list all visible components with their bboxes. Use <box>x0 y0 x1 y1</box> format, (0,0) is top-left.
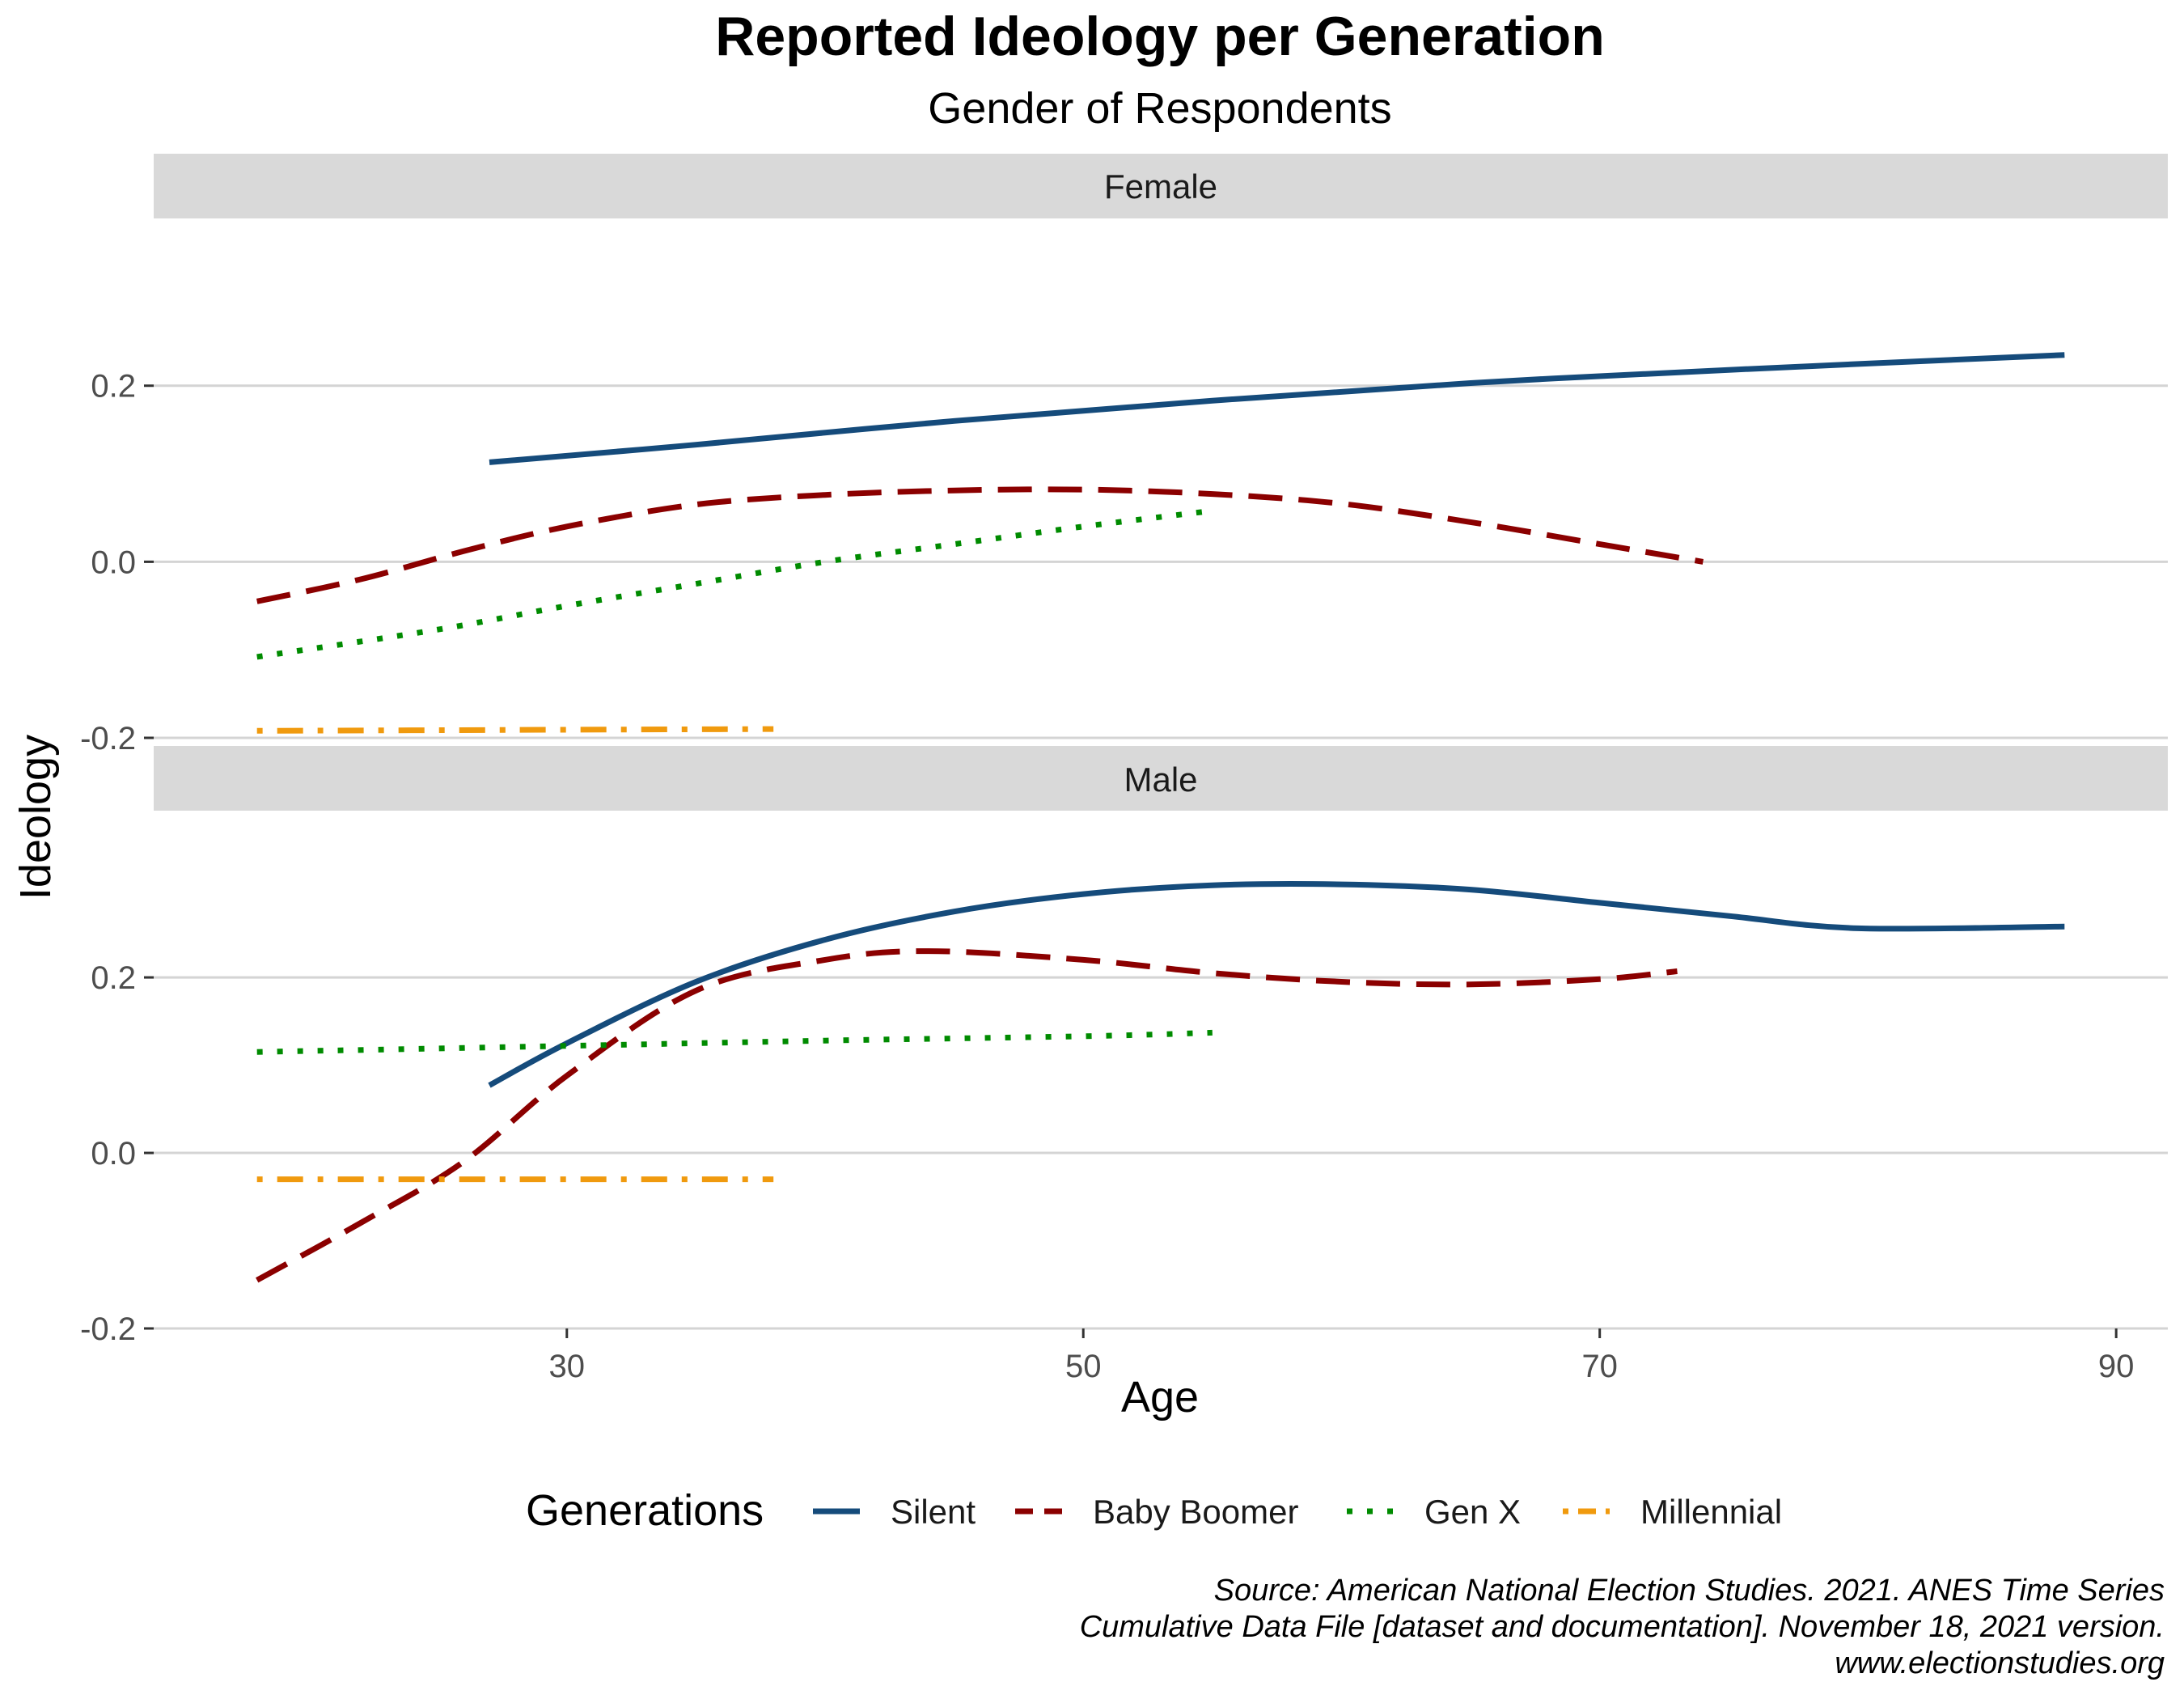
y-axis-title: Ideology <box>11 735 60 900</box>
y-axis-male: 0.2 0.0 -0.2 <box>80 960 154 1347</box>
strip-female <box>154 154 2168 218</box>
series-line-female-millennial <box>256 726 774 734</box>
series-line-male-silent <box>488 881 2065 1088</box>
strip-male <box>154 746 2168 811</box>
x-axis-title: Age <box>1121 1373 1199 1421</box>
x-tick-label: 50 <box>1065 1349 1102 1384</box>
series-line-female-gen-x <box>256 507 1213 660</box>
source-caption: Source: American National Election Studi… <box>1080 1574 2165 1680</box>
x-tick-label: 70 <box>1581 1349 1618 1384</box>
gridlines-female <box>154 384 2168 739</box>
series-line-male-gen-x <box>256 1029 1213 1055</box>
legend-label-millennial: Millennial <box>1640 1493 1782 1531</box>
x-tick-label: 30 <box>549 1349 586 1384</box>
x-axis: 30 50 70 90 <box>549 1328 2135 1384</box>
panel-male: Male 0.2 0.0 -0.2 <box>80 746 2168 1347</box>
legend: Generations Silent Baby Boomer Gen X Millen… <box>526 1486 1782 1535</box>
legend-label-baby-boomer: Baby Boomer <box>1093 1493 1298 1531</box>
strip-label-male: Male <box>1124 761 1197 799</box>
series-line-male-baby-boomer <box>256 948 1678 1283</box>
strip-label-female: Female <box>1104 167 1217 205</box>
series-male <box>256 881 2065 1283</box>
gridlines-male <box>154 976 2168 1330</box>
y-tick-label: -0.2 <box>80 721 136 756</box>
chart-subtitle: Gender of Respondents <box>928 84 1391 133</box>
y-tick-label: -0.2 <box>80 1311 136 1347</box>
legend-label-gen-x: Gen X <box>1424 1493 1521 1531</box>
y-tick-label: 0.2 <box>91 369 136 405</box>
y-tick-label: 0.0 <box>91 544 136 580</box>
caption-line-1: Source: American National Election Studi… <box>1214 1574 2165 1608</box>
legend-items: Silent Baby Boomer Gen X Millennial <box>813 1493 1782 1531</box>
y-tick-label: 0.0 <box>91 1136 136 1172</box>
series-female <box>256 352 2065 734</box>
series-line-female-baby-boomer <box>256 486 1704 604</box>
legend-title: Generations <box>526 1486 764 1535</box>
panel-female: Female 0.2 0.0 -0.2 <box>80 154 2168 756</box>
x-tick-label: 90 <box>2098 1349 2135 1384</box>
y-tick-label: 0.2 <box>91 960 136 996</box>
caption-line-3: www.electionstudies.org <box>1835 1646 2165 1680</box>
series-line-female-silent <box>489 352 2065 465</box>
legend-label-silent: Silent <box>891 1493 976 1531</box>
caption-line-2: Cumulative Data File [dataset and docume… <box>1080 1610 2165 1644</box>
chart-title: Reported Ideology per Generation <box>715 6 1605 67</box>
y-axis-female: 0.2 0.0 -0.2 <box>80 369 154 756</box>
